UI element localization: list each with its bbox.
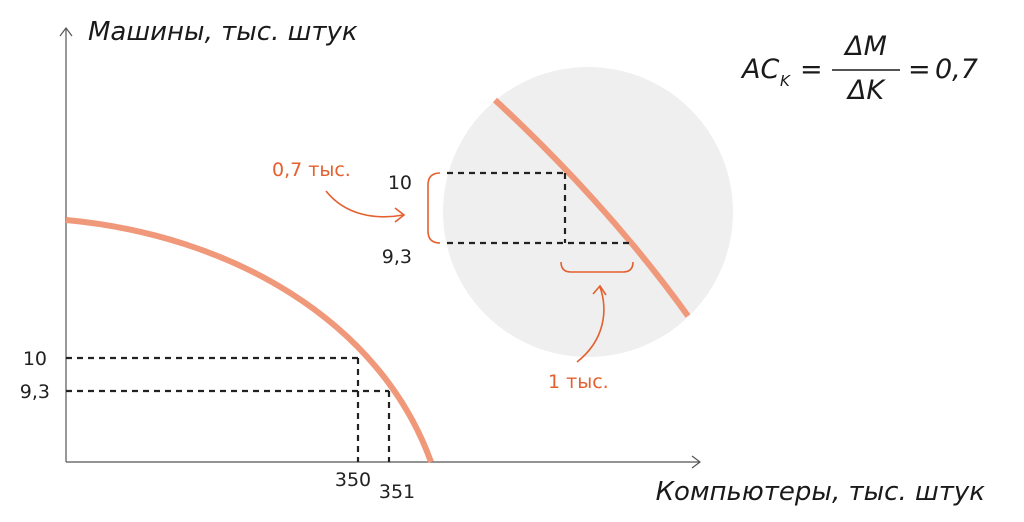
zoom-curve bbox=[492, 97, 691, 318]
delta-y-arrowhead bbox=[394, 207, 406, 223]
x-tick-350: 350 bbox=[335, 469, 371, 491]
zoom-y-tick-10: 10 bbox=[388, 172, 412, 194]
formula-lhs: AC bbox=[740, 54, 779, 85]
x-axis-arrow bbox=[691, 455, 701, 469]
delta-x-label: 1 тыс. bbox=[548, 371, 609, 393]
y-axis-arrow bbox=[59, 27, 73, 37]
delta-y-arrow bbox=[325, 190, 404, 218]
formula-equals-2: = bbox=[908, 54, 931, 85]
delta-y-bracket bbox=[427, 172, 441, 244]
formula-equals-1: = bbox=[800, 54, 823, 85]
formula-numerator: ΔM bbox=[843, 31, 887, 62]
delta-x-arrow bbox=[576, 286, 605, 363]
x-tick-351: 351 bbox=[379, 481, 415, 503]
formula-lhs-subscript: K bbox=[780, 72, 791, 90]
y-axis-title: Машины, тыс. штук bbox=[88, 17, 358, 47]
y-tick-10: 10 bbox=[23, 348, 47, 370]
x-axis-title: Компьютеры, тыс. штук bbox=[656, 477, 986, 507]
formula-denominator: ΔK bbox=[846, 75, 886, 106]
ppf-curve bbox=[65, 217, 434, 464]
formula-result: 0,7 bbox=[935, 54, 978, 85]
zoom-circle bbox=[443, 67, 733, 357]
delta-x-arrowhead bbox=[592, 284, 607, 296]
delta-x-bracket bbox=[560, 261, 634, 273]
delta-y-label: 0,7 тыс. bbox=[272, 159, 351, 181]
y-tick-9-3: 9,3 bbox=[20, 381, 50, 403]
zoom-y-tick-9-3: 9,3 bbox=[382, 246, 412, 268]
